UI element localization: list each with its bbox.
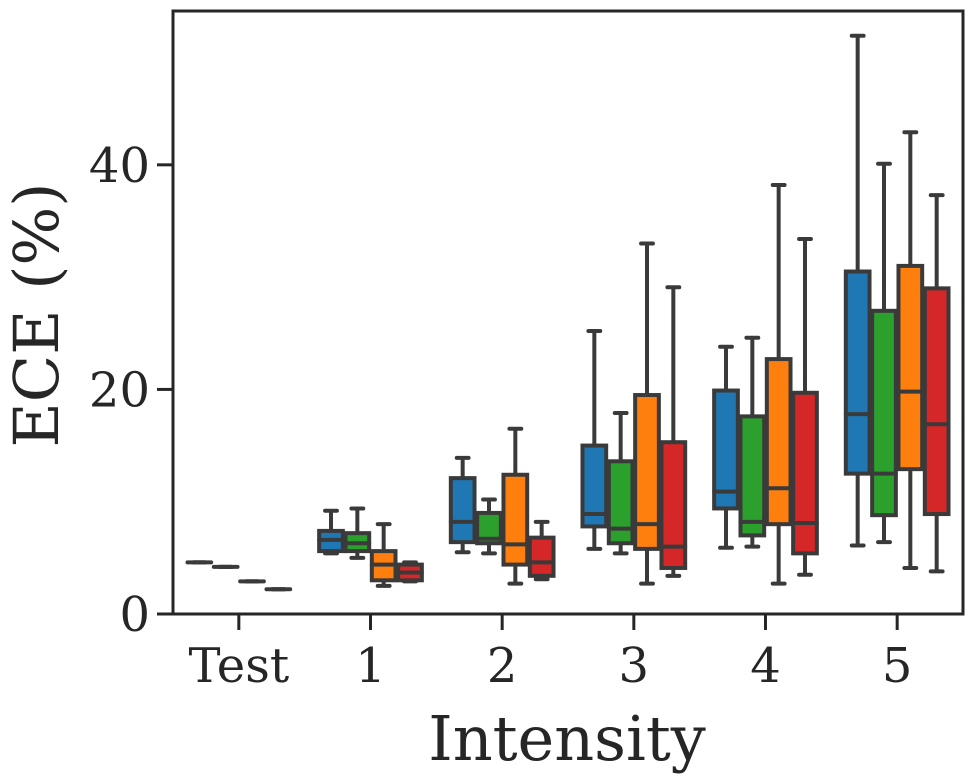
box-1-series-3	[396, 560, 424, 584]
box-4-series-0	[712, 344, 740, 550]
box-body	[501, 472, 530, 567]
box-body	[527, 535, 556, 578]
x-tick-label-4: 4	[750, 638, 781, 694]
x-tick-label-5: 5	[882, 638, 913, 694]
y-axis-title: ECE (%)	[0, 183, 73, 448]
y-tick-label-40: 40	[89, 138, 150, 194]
box-body	[712, 388, 740, 511]
x-tick-label-2: 2	[487, 638, 518, 694]
box-body	[922, 286, 951, 517]
box-5-series-3	[922, 193, 951, 574]
box-2-series-0	[448, 455, 477, 555]
box-body	[843, 269, 872, 476]
y-tick-label-20: 20	[89, 362, 150, 418]
box-body	[659, 440, 688, 570]
box-body	[738, 414, 767, 538]
box-2-series-1	[475, 497, 503, 556]
plot-area	[185, 33, 951, 592]
box-3-series-1	[606, 411, 635, 556]
box-body	[606, 459, 635, 546]
box-body	[791, 390, 819, 556]
box-body	[764, 357, 793, 527]
box-4-series-3	[791, 236, 819, 577]
x-axis-title: Intensity	[428, 702, 706, 775]
box-2-series-3	[527, 519, 556, 582]
box-3-series-0	[580, 329, 609, 551]
plot-frame	[171, 9, 965, 616]
box-1-series-0	[317, 508, 345, 556]
y-tick-label-0: 0	[119, 587, 150, 643]
box-3-series-2	[633, 241, 661, 586]
box-1-series-1	[343, 506, 372, 560]
box-body	[475, 510, 503, 546]
box-5-series-0	[843, 33, 872, 548]
box-1-series-2	[369, 522, 398, 588]
box-4-series-2	[764, 183, 793, 586]
box-3-series-3	[659, 285, 688, 578]
box-body	[448, 476, 477, 545]
x-tick-label-Test: Test	[189, 638, 290, 694]
box-body	[870, 308, 898, 518]
box-2-series-2	[501, 426, 530, 586]
axes: Test 1 2 3 4 5 0 20 40	[89, 138, 913, 694]
x-tick-label-3: 3	[619, 638, 650, 694]
box-4-series-1	[738, 335, 767, 549]
box-body	[896, 263, 925, 472]
box-5-series-1	[870, 161, 898, 545]
box-body	[633, 393, 661, 551]
box-body	[580, 443, 609, 529]
x-tick-label-1: 1	[355, 638, 386, 694]
box-5-series-2	[896, 130, 925, 570]
